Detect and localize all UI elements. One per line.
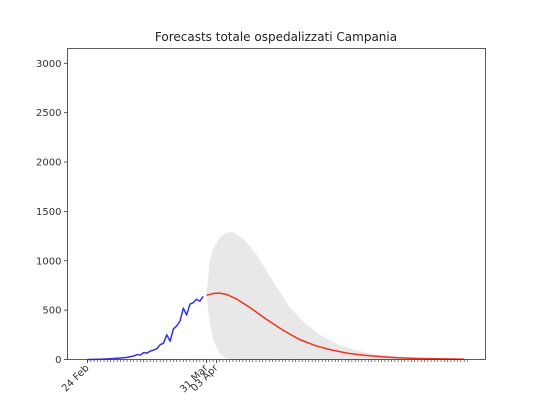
y-tick-label: 2000: [36, 158, 61, 169]
y-tick-label: 0: [55, 355, 61, 366]
y-tick-label: 500: [42, 306, 61, 317]
forecast-series-line: [206, 292, 465, 360]
confidence-band-layer: [206, 232, 465, 360]
y-tick-label: 3000: [36, 59, 61, 70]
plot-frame: [67, 48, 486, 360]
observed-series-line: [87, 295, 204, 361]
confidence-band: [206, 232, 465, 360]
y-tick-label: 1000: [36, 256, 61, 267]
x-tick-label: 24 Feb: [60, 363, 92, 395]
series-layer: [87, 292, 465, 361]
chart-title: Forecasts totale ospedalizzati Campania: [155, 30, 397, 44]
y-tick-label: 1500: [36, 207, 61, 218]
y-tick-label: 2500: [36, 108, 61, 119]
